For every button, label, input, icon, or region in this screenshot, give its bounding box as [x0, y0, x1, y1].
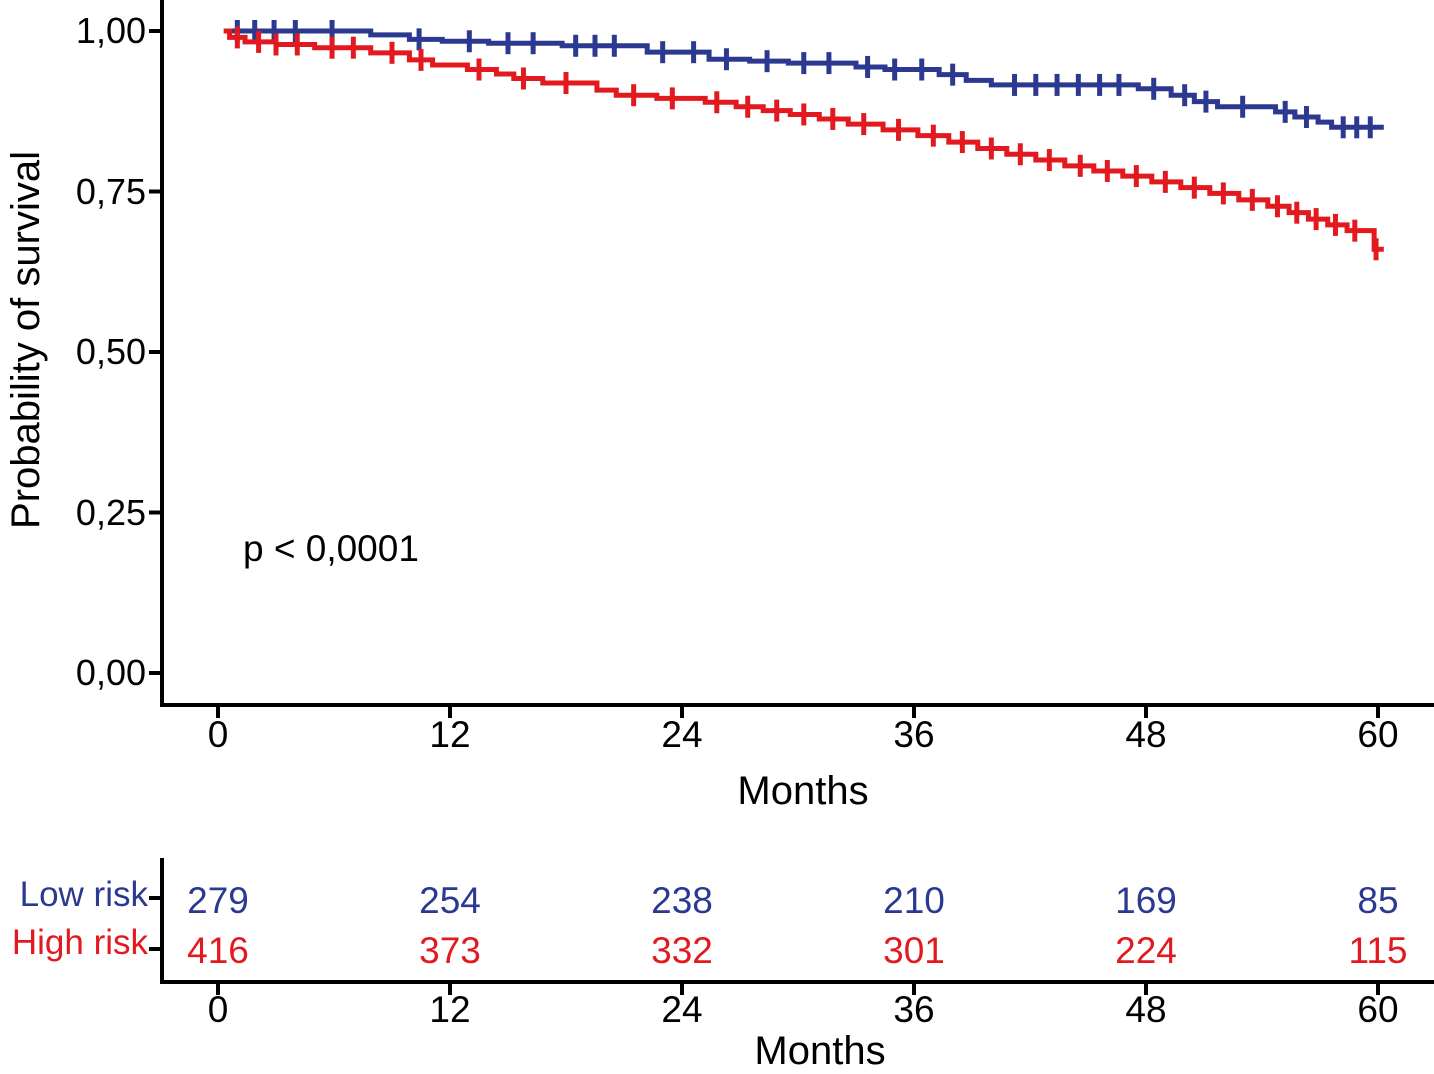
x-tick-label: 24	[661, 714, 703, 755]
y-tick-label: 1,00	[75, 10, 146, 51]
risk-count: 210	[883, 880, 945, 921]
risk-count: 169	[1115, 880, 1177, 921]
risk-count: 332	[651, 930, 713, 971]
high-risk-curve	[223, 28, 1384, 252]
risk-x-tick-label: 0	[207, 989, 229, 1030]
risk-x-tick-label: 48	[1125, 989, 1167, 1030]
p-value-annotation: p < 0,0001	[243, 528, 419, 569]
y-tick-label: 0,25	[75, 491, 146, 533]
risk-count: 279	[187, 880, 249, 921]
risk-x-tick-label: 36	[893, 989, 935, 1030]
risk-count: 254	[419, 880, 481, 921]
risk-count: 85	[1357, 880, 1399, 921]
risk-count: 373	[419, 930, 481, 971]
risk-row-label-low-risk: Low risk	[19, 875, 148, 914]
x-axis-title: Months	[737, 769, 869, 813]
x-tick-label: 12	[429, 714, 471, 755]
risk-count: 416	[187, 930, 249, 971]
risk-table-x-axis-title: Months	[754, 1029, 886, 1073]
risk-count: 238	[651, 880, 713, 921]
risk-row-label-high-risk: High risk	[11, 923, 148, 962]
x-tick-label: 48	[1125, 714, 1167, 755]
low-risk-curve	[223, 28, 1384, 130]
x-tick-label: 60	[1357, 714, 1399, 755]
risk-x-tick-label: 60	[1357, 989, 1399, 1030]
x-tick-label: 36	[893, 714, 935, 755]
risk-x-tick-label: 24	[661, 989, 703, 1030]
risk-x-tick-label: 12	[429, 989, 471, 1030]
x-tick-label: 0	[207, 714, 229, 755]
risk-count: 224	[1115, 930, 1177, 971]
y-tick-label: 0,00	[75, 652, 146, 693]
risk-count: 301	[883, 930, 945, 971]
y-tick-label: 0,50	[75, 331, 146, 372]
y-tick-label: 0,75	[75, 170, 146, 212]
risk-count: 115	[1348, 930, 1408, 971]
